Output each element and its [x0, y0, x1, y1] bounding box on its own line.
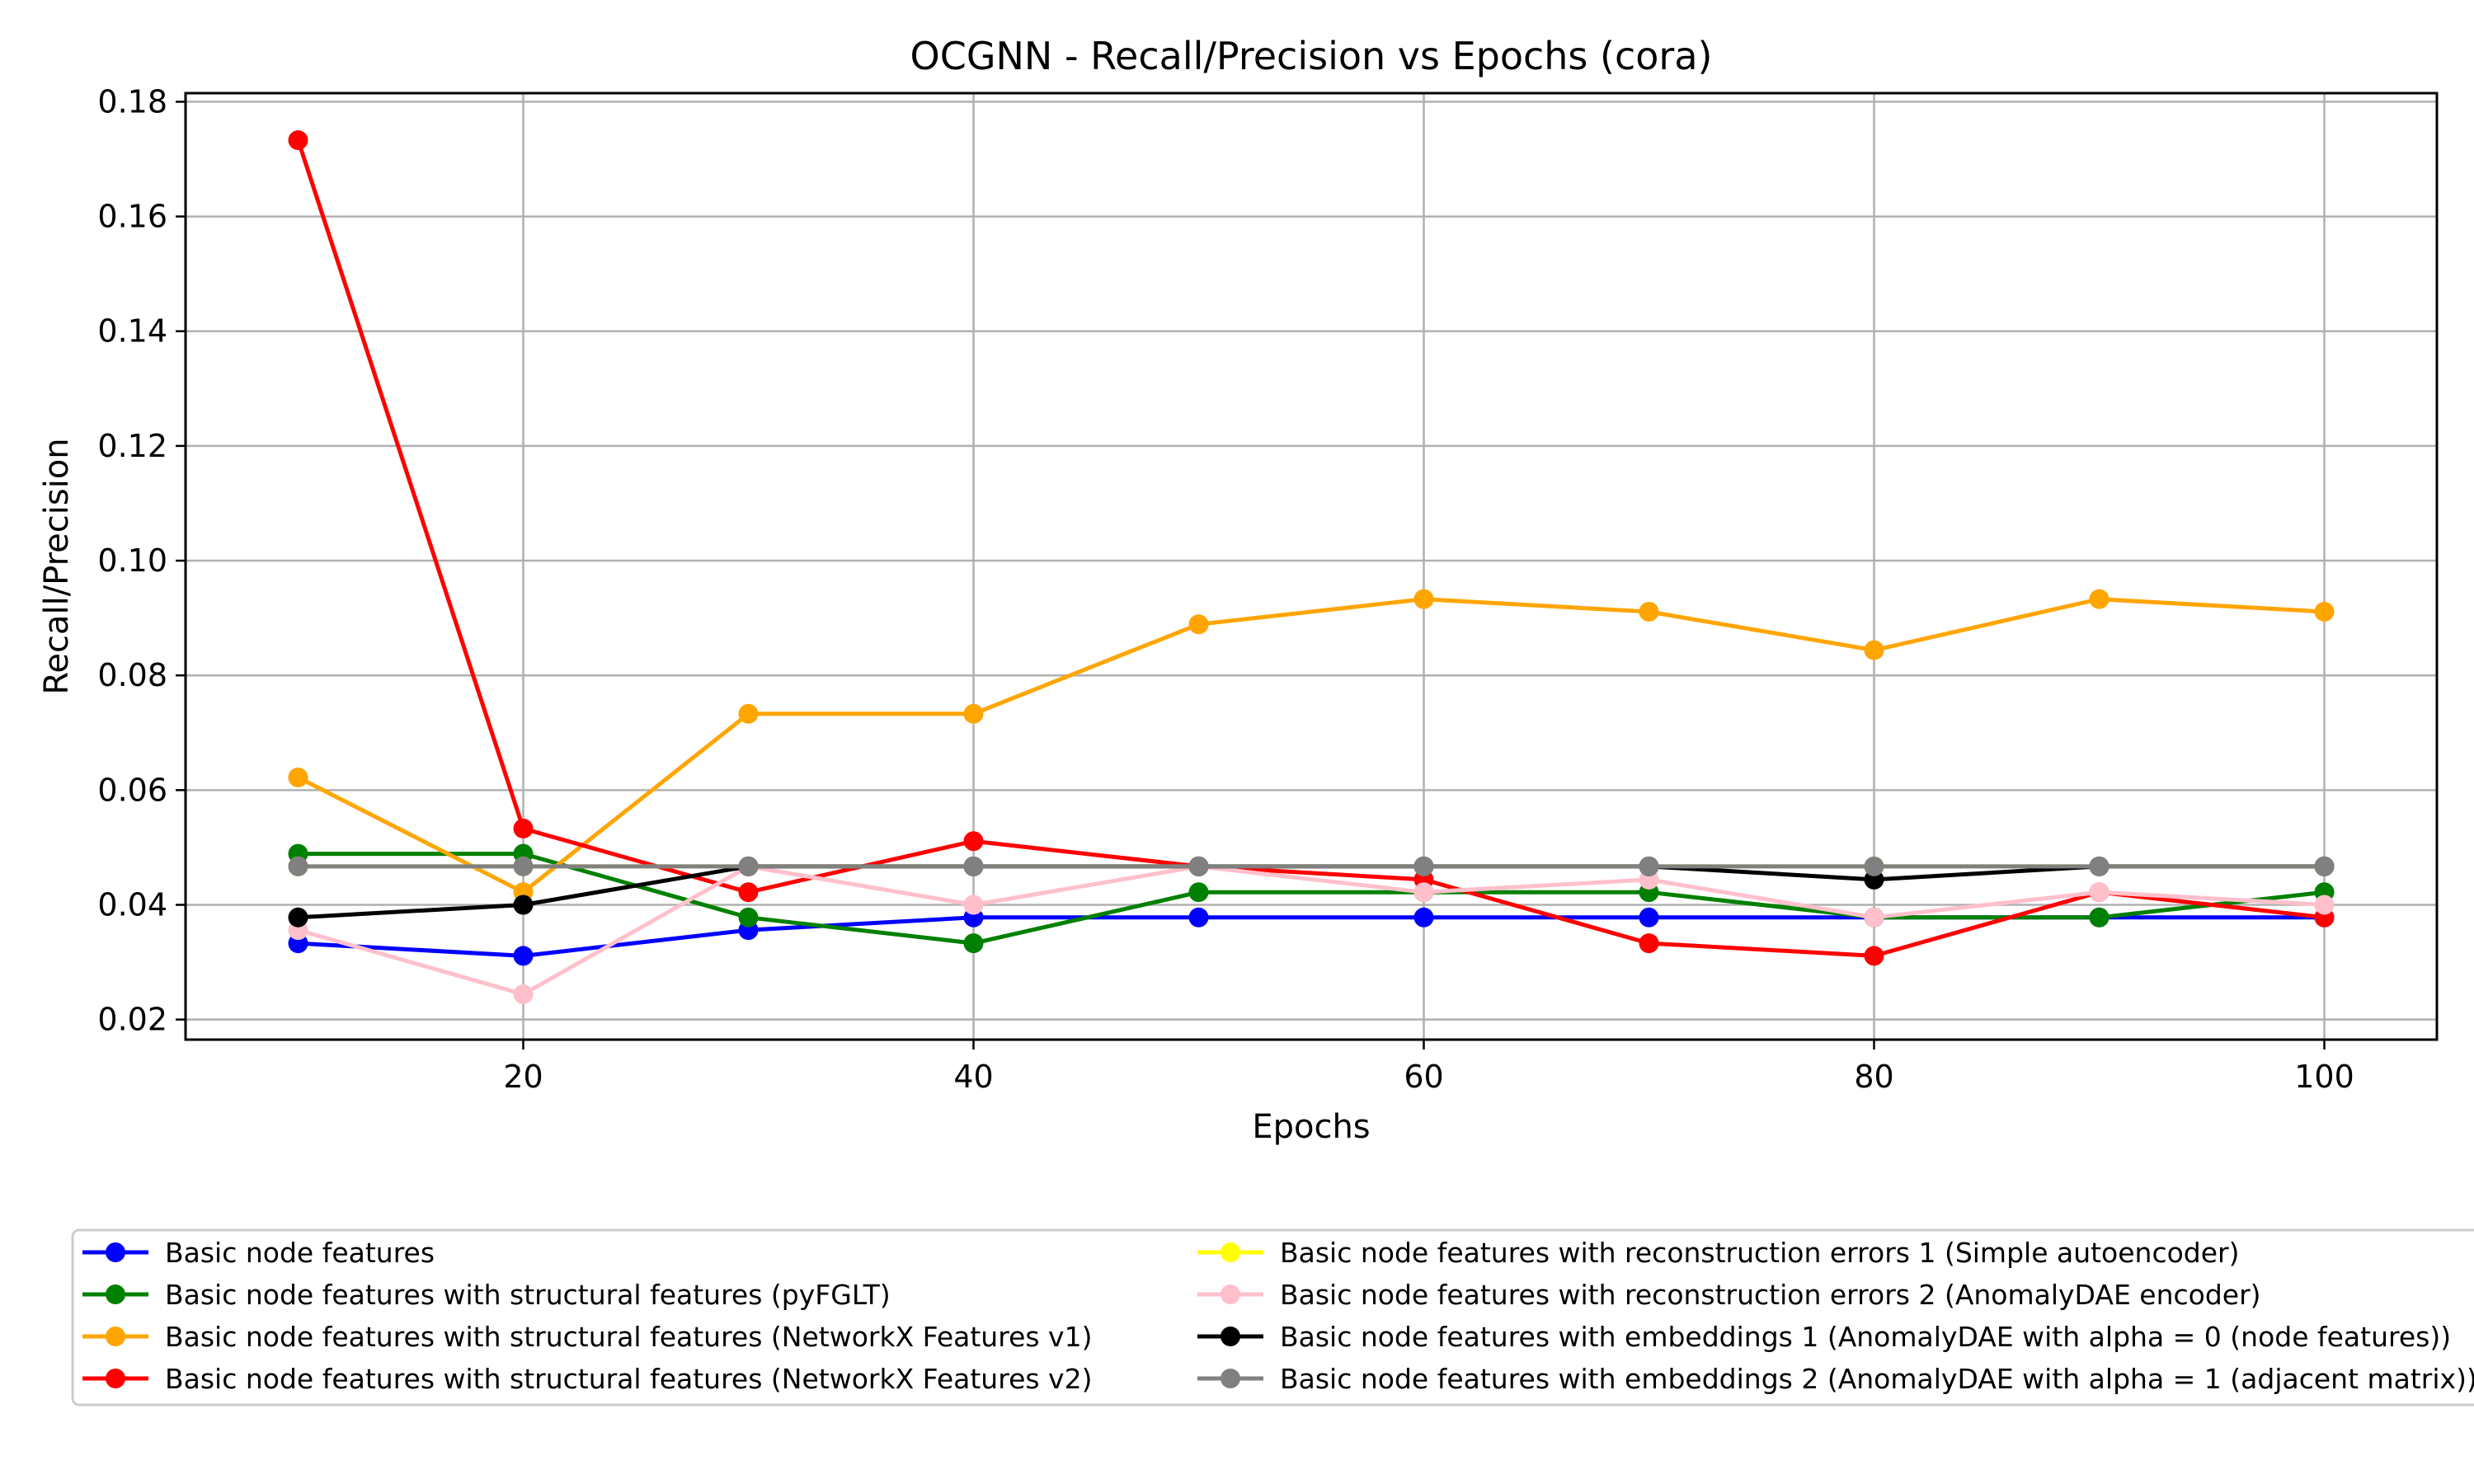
x-tick-label-4: 100 — [2294, 1059, 2354, 1095]
series-7-point-3 — [963, 856, 984, 876]
series-7-point-7 — [1864, 856, 1884, 876]
y-tick-label-1: 0.04 — [97, 886, 167, 923]
series-6-point-1 — [513, 895, 534, 915]
series-2-point-6 — [1639, 601, 1659, 622]
y-tick-label-8: 0.18 — [97, 83, 167, 120]
x-tick-label-3: 80 — [1854, 1059, 1893, 1095]
legend-marker-3 — [106, 1369, 125, 1388]
legend-label-0: Basic node features — [165, 1237, 435, 1269]
series-3-point-0 — [288, 130, 308, 151]
x-tick-label-0: 20 — [503, 1059, 543, 1095]
series-2-point-5 — [1413, 589, 1434, 609]
y-tick-label-5: 0.12 — [97, 428, 167, 464]
legend-marker-5 — [1221, 1284, 1240, 1304]
series-5-line — [297, 864, 2325, 997]
series-5 — [288, 856, 2335, 1005]
grid — [186, 93, 2437, 1040]
series-1-point-2 — [738, 907, 759, 928]
legend-marker-2 — [106, 1327, 125, 1346]
legend-label-3: Basic node features with structural feat… — [165, 1363, 1092, 1395]
legend-box — [71, 1228, 2474, 1407]
series-2-line — [297, 597, 2325, 895]
series-2-point-7 — [1864, 640, 1884, 660]
series-0-point-5 — [1413, 907, 1434, 928]
series-3-point-2 — [738, 882, 759, 903]
legend-label-1: Basic node features with structural feat… — [165, 1279, 891, 1311]
series-7-point-0 — [288, 856, 308, 876]
axis-ticks: 20 40 60 80 100 0.02 0.04 0.06 0.08 0.10 0.12 0.14 0… — [97, 83, 2354, 1095]
y-tick-label-6: 0.14 — [97, 313, 167, 350]
legend-marker-0 — [106, 1242, 125, 1262]
series-5-point-9 — [2314, 895, 2335, 915]
series-3-line — [296, 139, 2325, 958]
series-3-point-3 — [963, 831, 984, 852]
series-0-point-6 — [1639, 907, 1659, 928]
series-5-point-8 — [2089, 882, 2109, 903]
legend-label-2: Basic node features with structural feat… — [165, 1321, 1092, 1353]
series-7-point-9 — [2314, 856, 2335, 876]
series-0-point-1 — [513, 946, 534, 966]
legend-marker-6 — [1221, 1327, 1240, 1346]
plot-area-frame — [184, 92, 2439, 1041]
legend: Basic node features Basic node features w… — [82, 1237, 2474, 1395]
series-3 — [288, 130, 2335, 966]
series-5-point-7 — [1864, 907, 1884, 928]
series-3-point-1 — [513, 818, 534, 838]
series-7-point-2 — [738, 856, 759, 876]
series-1-point-4 — [1188, 882, 1209, 903]
y-tick-label-2: 0.06 — [97, 772, 167, 808]
legend-label-4: Basic node features with reconstruction … — [1280, 1237, 2240, 1269]
series-2-point-9 — [2314, 601, 2335, 622]
series-6-point-0 — [288, 907, 308, 928]
series-3-point-6 — [1639, 933, 1659, 954]
series-5-point-5 — [1413, 882, 1434, 903]
y-axis-label: Recall/Precision — [38, 438, 76, 694]
series-2-point-8 — [2089, 589, 2109, 609]
series-2 — [288, 589, 2335, 903]
series-5-point-3 — [963, 895, 984, 915]
legend-label-5: Basic node features with reconstruction … — [1280, 1279, 2261, 1311]
series-2-point-0 — [288, 768, 308, 788]
series-5-point-1 — [513, 984, 534, 1005]
y-tick-label-4: 0.10 — [97, 542, 167, 579]
series-7-point-5 — [1413, 856, 1434, 876]
series-7 — [288, 856, 2335, 876]
y-tick-label-0: 0.02 — [97, 1002, 167, 1038]
legend-marker-7 — [1221, 1369, 1240, 1388]
legend-label-7: Basic node features with embeddings 2 (A… — [1280, 1363, 2474, 1395]
series-1-point-3 — [963, 933, 984, 954]
y-tick-label-3: 0.08 — [97, 657, 167, 693]
series-7-point-4 — [1188, 856, 1209, 876]
series-2-point-2 — [738, 703, 759, 724]
series-7-point-1 — [513, 856, 534, 876]
legend-marker-1 — [106, 1284, 125, 1304]
y-tick-label-7: 0.16 — [97, 199, 167, 235]
series-7-point-6 — [1639, 856, 1659, 876]
series-7-point-8 — [2089, 856, 2109, 876]
x-tick-label-2: 60 — [1404, 1059, 1443, 1095]
legend-label-6: Basic node features with embeddings 1 (A… — [1280, 1321, 2451, 1353]
series-3-point-7 — [1864, 946, 1884, 966]
plot-series — [288, 130, 2335, 1005]
series-1-point-8 — [2089, 907, 2109, 928]
series-0-point-4 — [1188, 907, 1209, 928]
x-axis-label: Epochs — [1252, 1108, 1370, 1146]
series-2-point-3 — [963, 703, 984, 724]
x-tick-label-1: 40 — [953, 1059, 993, 1095]
legend-marker-4 — [1221, 1242, 1240, 1262]
chart-title: OCGNN - Recall/Precision vs Epochs (cora… — [910, 34, 1713, 78]
series-2-point-4 — [1188, 614, 1209, 635]
